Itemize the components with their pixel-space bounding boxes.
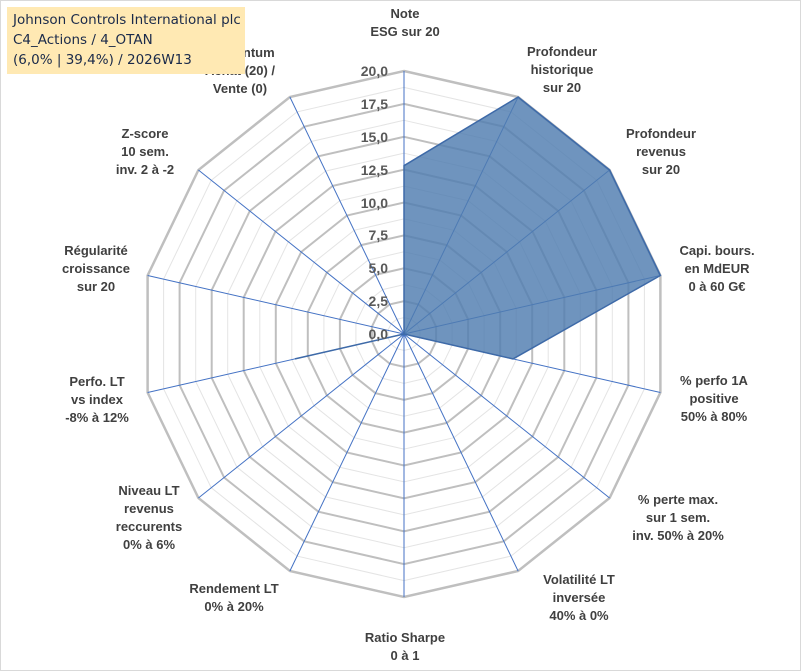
radar-spoke: [403, 333, 519, 572]
axis-label: Ratio Sharpe 0 à 1: [365, 629, 445, 665]
radar-spoke: [403, 333, 610, 499]
axis-label: Profondeur revenus sur 20: [626, 125, 696, 179]
axis-tick-label: 20,0: [360, 63, 388, 79]
axis-tick-label: 12,5: [360, 161, 388, 178]
axis-label-line: % perte max.: [637, 492, 719, 507]
score-summary: (6,0% | 39,4%) / 2026W13: [13, 52, 192, 68]
axis-label-line: revenus: [124, 501, 174, 516]
axis-tick-label: 5,0: [368, 260, 388, 277]
axis-tick-label: 2,5: [368, 293, 388, 310]
chart-title-box: Johnson Controls International plc C4_Ac…: [7, 7, 245, 74]
axis-tick-label: 15,0: [360, 128, 388, 145]
axis-label-line: revenus: [636, 144, 686, 159]
axis-label: Régularité croissance sur 20: [62, 242, 130, 296]
axis-label-line: Z-score: [121, 126, 169, 141]
axis-label-line: sur 20: [641, 162, 681, 177]
axis-label: Capi. bours. en MdEUR 0 à 60 G€: [679, 242, 754, 296]
axis-label-line: en MdEUR: [684, 261, 750, 276]
axis-label-line: -8% à 12%: [65, 410, 129, 425]
axis-label: Rendement LT 0% à 20%: [189, 580, 278, 616]
radar-spoke: [198, 169, 405, 335]
radar-spoke: [289, 96, 405, 335]
axis-label-line: 40% à 0%: [549, 608, 609, 623]
axis-label-line: Volatilité LT: [543, 572, 615, 587]
axis-label-line: Ratio Sharpe: [364, 630, 446, 645]
axis-label-line: inv. 50% à 20%: [632, 528, 724, 543]
axis-label-line: 50% à 80%: [680, 409, 748, 424]
axis-tick-label: 7,5: [368, 227, 388, 244]
axis-label-line: sur 20: [542, 80, 582, 95]
axis-label-line: Niveau LT: [118, 483, 180, 498]
axis-label-line: Régularité: [64, 243, 128, 258]
axis-label-line: Profondeur: [526, 44, 598, 59]
axis-label-line: 0 à 60 G€: [688, 279, 746, 294]
radar-spoke: [198, 333, 405, 499]
axis-label-line: croissance: [62, 261, 130, 276]
axis-label-line: % perfo 1A: [680, 373, 748, 388]
axis-label-line: Rendement LT: [189, 581, 279, 596]
radar-spoke: [289, 333, 405, 572]
company-name: Johnson Controls International plc: [13, 12, 241, 28]
axis-label: Profondeur historique sur 20: [527, 43, 597, 97]
axis-label: Volatilité LT inversée 40% à 0%: [543, 571, 615, 625]
axis-label-line: sur 1 sem.: [645, 510, 711, 525]
axis-label-line: Capi. bours.: [679, 243, 755, 258]
axis-label-line: Profondeur: [625, 126, 697, 141]
axis-label-line: sur 20: [76, 279, 116, 294]
axis-label: Z-score 10 sem. inv. 2 à -2: [116, 125, 174, 179]
axis-tick-label: 17,5: [360, 95, 388, 112]
axis-label: % perfo 1A positive 50% à 80%: [680, 372, 748, 426]
axis-label-line: 0 à 1: [390, 648, 420, 663]
axis-label-line: reccurents: [115, 519, 183, 534]
axis-label-line: inv. 2 à -2: [115, 162, 175, 177]
axis-label-line: historique: [530, 62, 594, 77]
axis-tick-label: 10,0: [360, 194, 388, 211]
radar-spoke: [147, 275, 405, 335]
portfolio-category: C4_Actions / 4_OTAN: [13, 32, 153, 48]
axis-label: Perfo. LT vs index -8% à 12%: [65, 373, 129, 427]
axis-label: Note ESG sur 20: [370, 5, 439, 41]
axis-label-line: vs index: [70, 392, 124, 407]
axis-label-line: Perfo. LT: [69, 374, 125, 389]
axis-label-line: Vente (0): [212, 81, 268, 96]
axis-label-line: Note: [390, 6, 420, 21]
axis-label-line: 0% à 6%: [122, 537, 176, 552]
axis-label: Niveau LT revenus reccurents 0% à 6%: [116, 482, 182, 554]
axis-label-line: ESG sur 20: [370, 24, 440, 39]
axis-label-line: 10 sem.: [121, 144, 169, 159]
axis-label: % perte max. sur 1 sem. inv. 50% à 20%: [632, 491, 724, 545]
axis-label-line: positive: [689, 391, 739, 406]
axis-label-line: 0% à 20%: [204, 599, 264, 614]
axis-label-line: inversée: [552, 590, 606, 605]
axis-tick-label: 0,0: [368, 326, 388, 342]
radar-series-area: [294, 96, 662, 360]
